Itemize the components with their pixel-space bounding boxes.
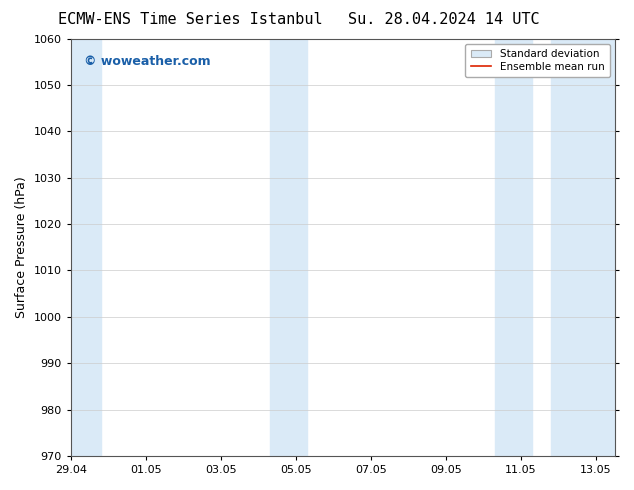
- Bar: [551, 39, 615, 456]
- Legend: Standard deviation, Ensemble mean run: Standard deviation, Ensemble mean run: [465, 44, 610, 77]
- Bar: [495, 39, 533, 456]
- Y-axis label: Surface Pressure (hPa): Surface Pressure (hPa): [15, 176, 28, 318]
- Bar: [269, 39, 307, 456]
- Bar: [71, 39, 101, 456]
- Text: Su. 28.04.2024 14 UTC: Su. 28.04.2024 14 UTC: [348, 12, 540, 27]
- Text: ECMW-ENS Time Series Istanbul: ECMW-ENS Time Series Istanbul: [58, 12, 323, 27]
- Text: © woweather.com: © woweather.com: [84, 55, 211, 68]
